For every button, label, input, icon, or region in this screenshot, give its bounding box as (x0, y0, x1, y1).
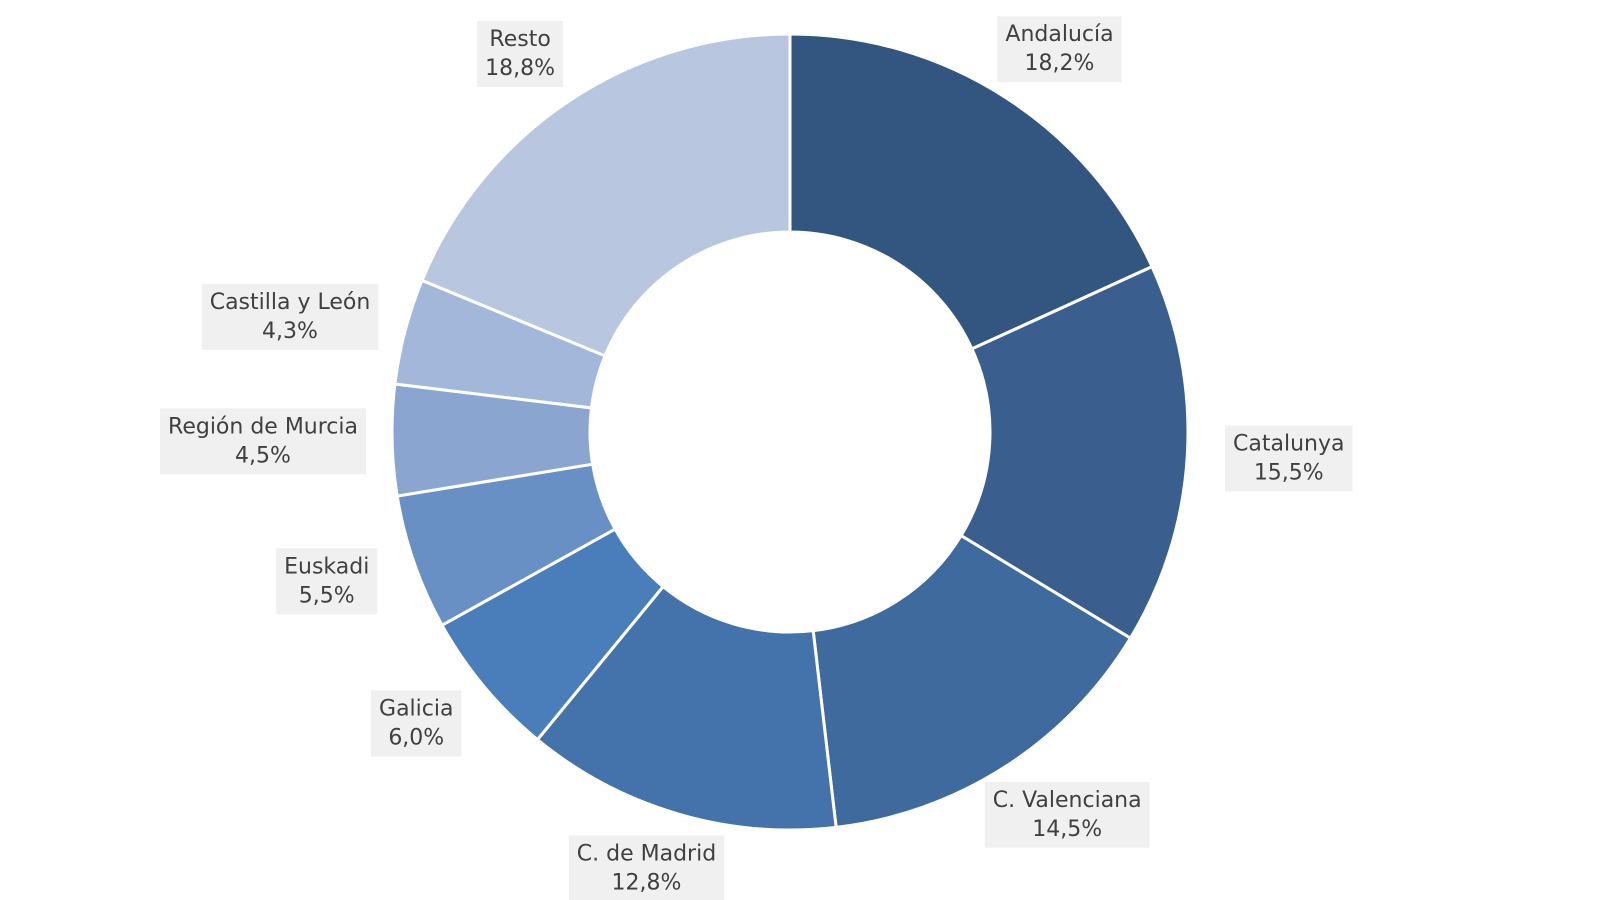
data-label: C. Valenciana 14,5% (984, 781, 1150, 848)
value-label: 4,5% (235, 443, 291, 468)
labels: Andalucía 18,2% Catalunya 15,5% C. Valencian… (160, 16, 1353, 900)
category-label: Galicia (379, 696, 453, 721)
category-label: Catalunya (1233, 431, 1344, 456)
data-label: Galicia 6,0% (371, 690, 462, 757)
label-background (997, 16, 1122, 83)
data-label: Resto 18,8% (477, 20, 564, 87)
donut-slice (959, 264, 1190, 641)
category-label: C. Valenciana (993, 788, 1142, 813)
label-background (1225, 425, 1353, 492)
label-background (984, 781, 1150, 848)
value-label: 18,2% (1025, 51, 1095, 76)
category-label: Euskadi (284, 554, 369, 579)
category-label: Andalucía (1005, 22, 1113, 47)
data-label: Andalucía 18,2% (997, 16, 1122, 83)
data-label: C. de Madrid 12,8% (568, 835, 725, 900)
value-label: 6,0% (388, 725, 444, 750)
value-label: 18,8% (485, 56, 555, 81)
value-label: 12,8% (612, 871, 682, 896)
label-background (276, 548, 378, 615)
value-label: 5,5% (299, 583, 355, 608)
category-label: Región de Murcia (168, 414, 358, 439)
value-label: 15,5% (1254, 460, 1324, 485)
donut-slice (535, 584, 838, 832)
data-label: Catalunya 15,5% (1225, 425, 1353, 492)
data-label: Euskadi 5,5% (276, 548, 378, 615)
data-label: Región de Murcia 4,5% (160, 408, 367, 475)
value-label: 14,5% (1032, 817, 1102, 842)
data-label: Castilla y León 4,3% (201, 283, 379, 350)
category-label: C. de Madrid (577, 842, 716, 867)
label-background (160, 408, 367, 475)
label-background (568, 835, 725, 900)
category-label: Castilla y León (210, 290, 371, 315)
donut-slice (420, 32, 792, 358)
label-background (477, 20, 564, 87)
category-label: Resto (489, 27, 550, 52)
label-background (201, 283, 379, 350)
donut-slice (811, 533, 1133, 829)
label-background (371, 690, 462, 757)
value-label: 4,3% (262, 319, 318, 344)
donut-slice (788, 32, 1155, 351)
